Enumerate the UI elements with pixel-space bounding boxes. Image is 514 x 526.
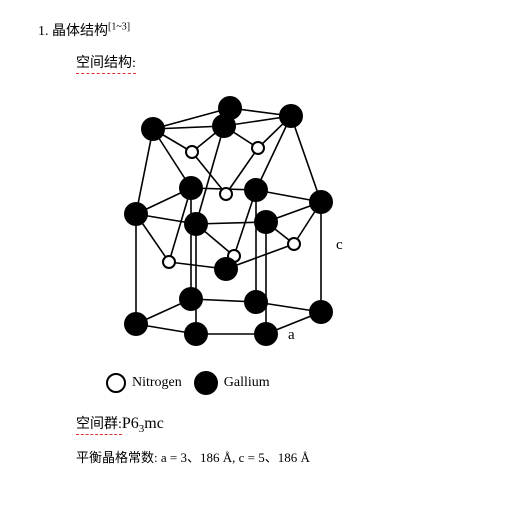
legend-nitrogen: Nitrogen <box>106 373 182 393</box>
crystal-svg: ac <box>96 94 356 354</box>
space-group-label: 空间群: <box>76 413 122 435</box>
section-number: 1. <box>38 24 49 39</box>
legend: Nitrogen Gallium <box>106 371 498 395</box>
section-title: 1. 晶体结构[1~3] <box>38 20 498 40</box>
legend-gallium: Gallium <box>194 371 270 395</box>
spatial-structure-text: 空间结构: <box>76 52 136 74</box>
nitrogen-icon <box>106 373 126 393</box>
ref-sup: [1~3] <box>108 21 130 32</box>
space-group-value: P63mc <box>122 415 164 432</box>
gallium-icon <box>194 371 218 395</box>
lattice-params: 平衡晶格常数: a = 3、186 Å, c = 5、186 Å <box>76 447 498 466</box>
space-group-row: 空间群:P63mc <box>76 413 498 435</box>
legend-gallium-label: Gallium <box>224 375 270 391</box>
crystal-diagram: ac <box>96 94 356 359</box>
sg-suffix: mc <box>144 415 164 432</box>
section-title-text: 晶体结构 <box>52 24 108 39</box>
svg-text:c: c <box>336 237 343 253</box>
legend-nitrogen-label: Nitrogen <box>132 375 182 391</box>
spatial-structure-label: 空间结构: <box>76 52 498 74</box>
svg-text:a: a <box>288 327 295 343</box>
sg-prefix: P6 <box>122 415 139 432</box>
